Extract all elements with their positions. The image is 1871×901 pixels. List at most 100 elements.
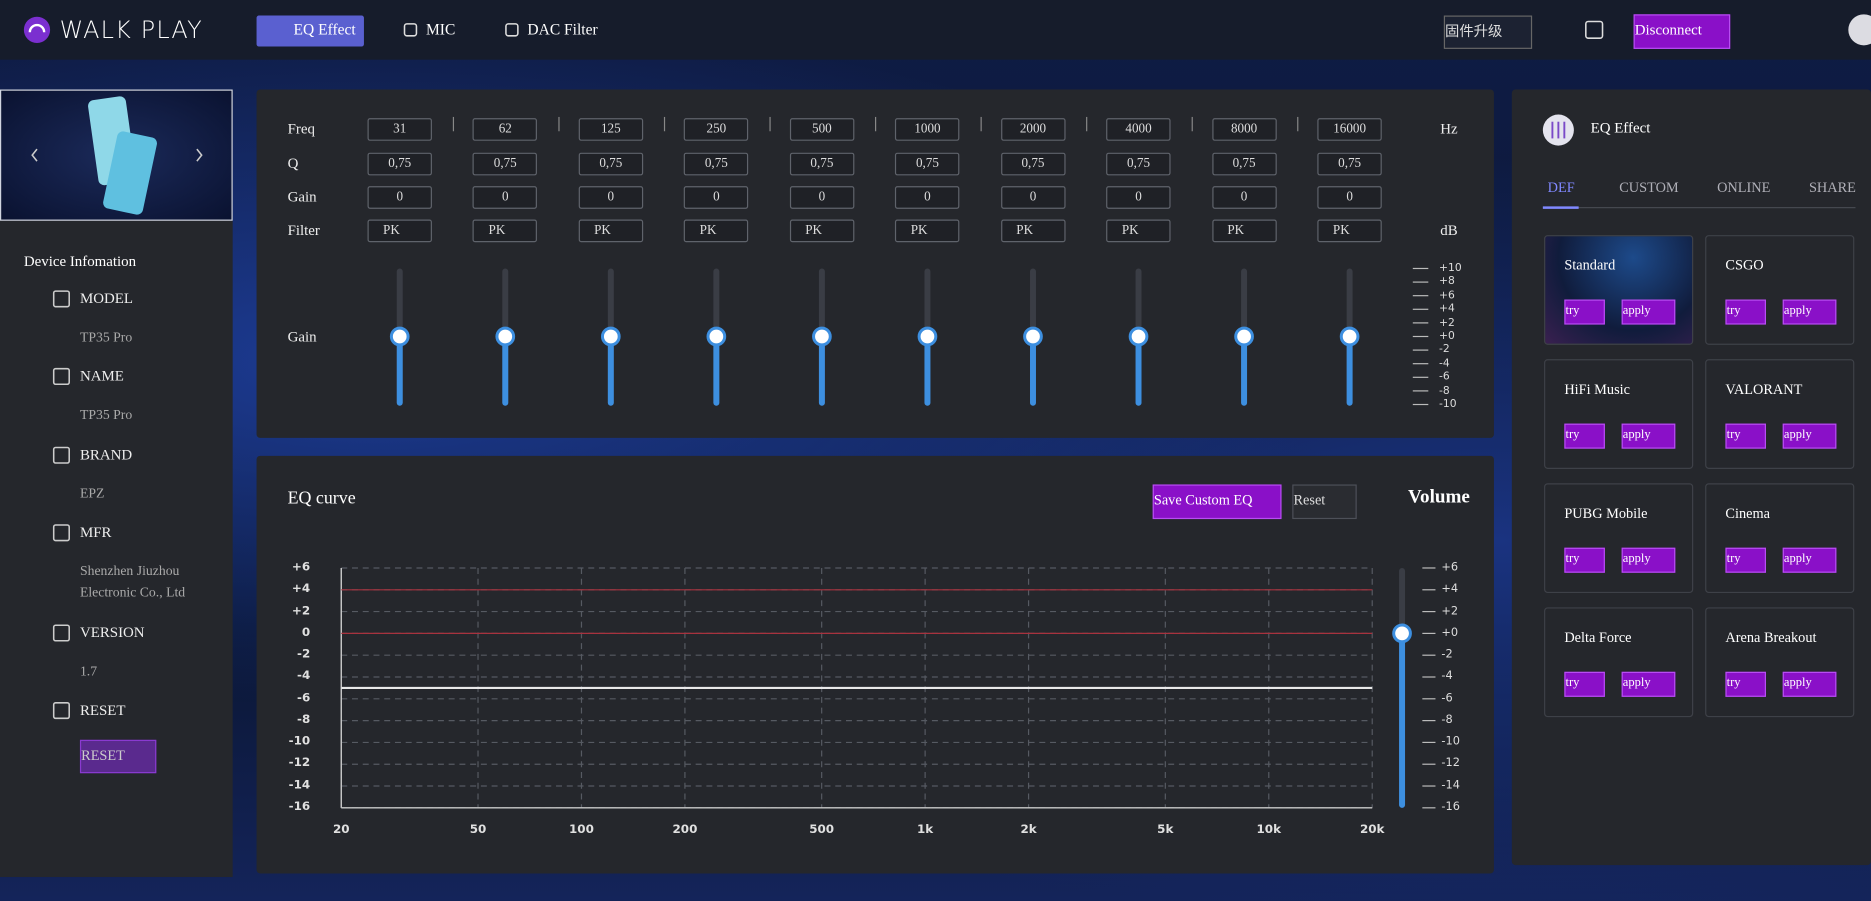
firmware-button[interactable]: 固件升级 bbox=[1443, 15, 1533, 49]
band-input[interactable]: 16000 bbox=[1317, 118, 1382, 141]
volume-tick-label: -2 bbox=[1441, 648, 1453, 662]
apply-button[interactable]: apply bbox=[1782, 671, 1837, 697]
band-input[interactable]: 0 bbox=[473, 186, 538, 209]
y-tick-label: -10 bbox=[288, 735, 311, 749]
band-input[interactable]: 500 bbox=[789, 118, 855, 141]
filter-select[interactable]: PK bbox=[1000, 219, 1066, 243]
preset-card[interactable] bbox=[1705, 483, 1855, 594]
apply-button[interactable]: apply bbox=[1782, 299, 1837, 325]
y-tick-label: -4 bbox=[296, 669, 311, 683]
try-button[interactable]: try bbox=[1725, 547, 1766, 573]
volume-tick-label: -4 bbox=[1441, 669, 1453, 683]
band-input[interactable]: 4000 bbox=[1106, 118, 1171, 141]
band-input[interactable]: 0 bbox=[367, 186, 432, 209]
nav-tab[interactable]: EQ Effect bbox=[293, 20, 356, 39]
band-input[interactable]: 250 bbox=[684, 118, 749, 141]
try-button[interactable]: try bbox=[1564, 423, 1605, 449]
preset-card[interactable] bbox=[1705, 359, 1855, 469]
filter-select[interactable]: PK bbox=[684, 219, 749, 243]
band-input[interactable]: 0,75 bbox=[367, 152, 432, 176]
filter-select[interactable]: PK bbox=[1317, 219, 1382, 243]
filter-select[interactable]: PK bbox=[1106, 219, 1171, 243]
filter-select[interactable]: PK bbox=[1211, 219, 1277, 243]
preset-name: Delta Force bbox=[1564, 628, 1632, 646]
x-tick-label: 200 bbox=[672, 823, 698, 837]
reset-device-button[interactable]: RESET bbox=[79, 739, 157, 774]
save-eq-button[interactable]: Save Custom EQ bbox=[1152, 484, 1282, 520]
info-value: TP35 Pro bbox=[79, 408, 133, 423]
band-input[interactable]: 0,75 bbox=[1106, 152, 1171, 176]
filter-select[interactable]: PK bbox=[789, 219, 855, 243]
preset-name: PUBG Mobile bbox=[1564, 504, 1648, 522]
try-button[interactable]: try bbox=[1725, 423, 1766, 449]
y-tick-label: +4 bbox=[291, 582, 311, 596]
band-input[interactable]: 0,75 bbox=[1317, 152, 1382, 176]
try-button[interactable]: try bbox=[1564, 547, 1605, 573]
filter-select[interactable]: PK bbox=[367, 219, 432, 243]
preset-tab[interactable]: CUSTOM bbox=[1619, 178, 1679, 196]
preset-tab[interactable]: SHARE bbox=[1808, 178, 1856, 196]
band-input[interactable]: 62 bbox=[473, 118, 538, 141]
band-input[interactable]: 0,75 bbox=[1211, 152, 1277, 176]
tab-active-bg[interactable] bbox=[256, 15, 364, 47]
apply-button[interactable]: apply bbox=[1782, 423, 1837, 449]
band-input[interactable]: 0 bbox=[895, 186, 960, 209]
nav-tab[interactable]: MIC bbox=[425, 20, 456, 39]
band-input[interactable]: 0,75 bbox=[1000, 152, 1066, 176]
scale-label: +6 bbox=[1439, 289, 1455, 302]
band-input[interactable]: 0,75 bbox=[895, 152, 960, 176]
slider-label: Gain bbox=[287, 328, 317, 345]
apply-button[interactable]: apply bbox=[1621, 299, 1676, 325]
info-value: TP35 Pro bbox=[79, 330, 133, 345]
x-tick-label: 100 bbox=[569, 823, 594, 837]
volume-tick-label: +4 bbox=[1441, 582, 1459, 596]
preset-card[interactable] bbox=[1544, 359, 1694, 469]
try-button[interactable]: try bbox=[1564, 299, 1605, 325]
nav-tab[interactable]: DAC Filter bbox=[527, 20, 598, 39]
band-input[interactable]: 31 bbox=[367, 118, 432, 141]
scale-label: +2 bbox=[1439, 316, 1455, 329]
filter-select[interactable]: PK bbox=[473, 219, 538, 243]
volume-tick-label: -6 bbox=[1441, 691, 1453, 705]
band-input[interactable]: 0 bbox=[1317, 186, 1382, 209]
band-input[interactable]: 0 bbox=[578, 186, 644, 209]
filter-select[interactable]: PK bbox=[578, 219, 644, 243]
apply-button[interactable]: apply bbox=[1621, 547, 1676, 573]
band-input[interactable]: 125 bbox=[578, 118, 644, 141]
filter-select[interactable]: PK bbox=[895, 219, 960, 243]
band-input[interactable]: 0,75 bbox=[684, 152, 749, 176]
apply-button[interactable]: apply bbox=[1621, 423, 1676, 449]
preset-tab[interactable]: DEF bbox=[1547, 178, 1575, 196]
band-input[interactable]: 0 bbox=[1211, 186, 1277, 209]
band-input[interactable]: 0 bbox=[789, 186, 855, 209]
band-input[interactable]: 1000 bbox=[895, 118, 960, 141]
disconnect-button[interactable]: Disconnect bbox=[1633, 14, 1731, 49]
preset-tab[interactable]: ONLINE bbox=[1717, 178, 1771, 196]
band-input[interactable]: 0,75 bbox=[473, 152, 538, 176]
scale-label: -8 bbox=[1439, 384, 1450, 397]
apply-button[interactable]: apply bbox=[1782, 547, 1837, 573]
preset-name: CSGO bbox=[1725, 256, 1764, 274]
try-button[interactable]: try bbox=[1564, 671, 1605, 697]
band-input[interactable]: 0,75 bbox=[789, 152, 855, 176]
preset-title: EQ Effect bbox=[1590, 119, 1651, 137]
x-tick-label: 20k bbox=[1359, 823, 1385, 837]
reset-curve-button[interactable]: Reset bbox=[1292, 484, 1357, 520]
preset-card[interactable] bbox=[1705, 235, 1855, 345]
band-input[interactable]: 0 bbox=[1000, 186, 1066, 209]
band-input[interactable]: 0 bbox=[1106, 186, 1171, 209]
try-button[interactable]: try bbox=[1725, 299, 1766, 325]
band-input[interactable]: 2000 bbox=[1000, 118, 1066, 141]
unit-hz: Hz bbox=[1440, 120, 1458, 138]
preset-card[interactable] bbox=[1544, 235, 1694, 345]
preset-name: Cinema bbox=[1725, 504, 1770, 522]
volume-tick-label: -16 bbox=[1441, 800, 1460, 814]
apply-button[interactable]: apply bbox=[1621, 671, 1676, 697]
preset-card[interactable] bbox=[1705, 607, 1855, 718]
band-input[interactable]: 0 bbox=[684, 186, 749, 209]
preset-card[interactable] bbox=[1544, 607, 1694, 718]
band-input[interactable]: 0,75 bbox=[578, 152, 644, 176]
try-button[interactable]: try bbox=[1725, 671, 1766, 697]
band-input[interactable]: 8000 bbox=[1211, 118, 1277, 141]
preset-card[interactable] bbox=[1544, 483, 1694, 594]
